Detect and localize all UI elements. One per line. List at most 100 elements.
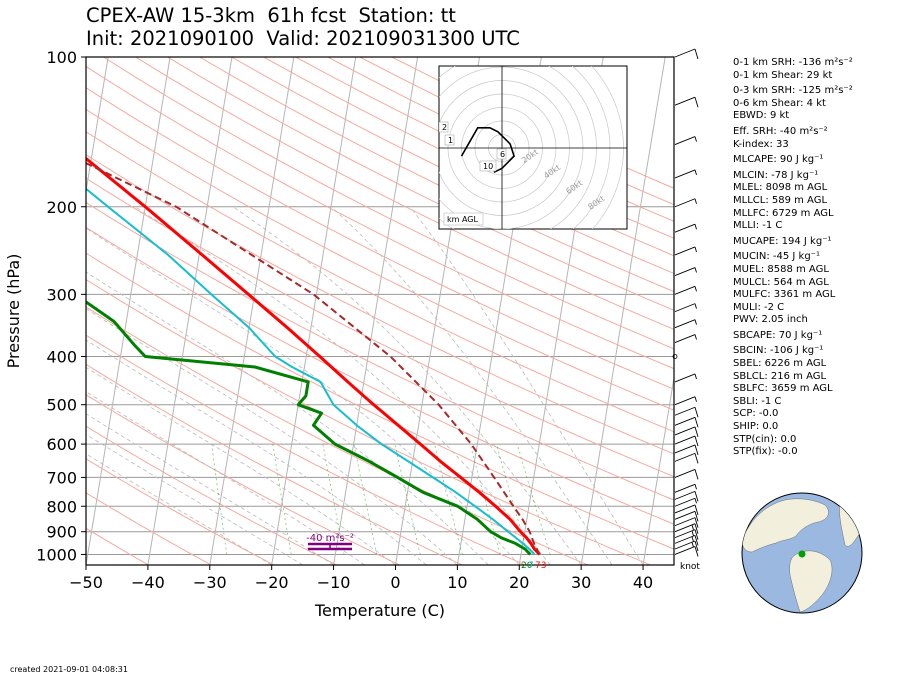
dry-adiabat (86, 252, 674, 550)
hodograph-label-box (444, 134, 455, 146)
x-tick-label: −50 (69, 573, 103, 592)
barb-half-flag (691, 524, 694, 531)
x-tick-label: −30 (193, 573, 227, 592)
param-line: STP(cin): 0.0 (733, 433, 797, 445)
param-line: K-index: 33 (733, 138, 789, 150)
x-tick-label: −40 (131, 573, 165, 592)
barb-half-flag (694, 169, 697, 176)
dry-adiabat (86, 65, 674, 370)
param-line: MULI: -2 C (733, 301, 785, 313)
surface-temperature-label: 73 (535, 561, 546, 571)
barb-staff (674, 497, 696, 507)
param-line: SCP: -0.0 (733, 408, 779, 420)
barb-staff (674, 169, 696, 179)
y-tick-label: 300 (46, 285, 77, 304)
wind-barb (674, 529, 699, 540)
km-agl-label: km AGL (447, 215, 479, 224)
wind-barb (674, 285, 697, 295)
globe-land (742, 498, 862, 613)
hodograph-label-text: 10 (483, 162, 493, 171)
param-line: 0-6 km Shear: 4 kt (733, 97, 826, 109)
param-line: Eff. SRH: -40 m²s⁻² (733, 125, 828, 137)
barb-half-flag (694, 224, 697, 230)
barb-staff (674, 504, 696, 514)
barb-staff (674, 136, 696, 146)
wind-barb (674, 48, 699, 60)
x-axis-label: Temperature (C) (314, 601, 445, 620)
barb-staff (674, 510, 696, 520)
mixing-ratio-line (394, 444, 421, 555)
moist-adiabat (409, 206, 644, 565)
calm-circle (672, 354, 678, 359)
wind-barb (674, 504, 699, 516)
param-line: SBLFC: 3659 m AGL (733, 383, 833, 395)
barb-full-flag (694, 469, 699, 480)
param-line: 0-3 km SRH: -125 m²s⁻² (733, 85, 853, 97)
moist-adiabat (86, 413, 334, 565)
wind-barb (674, 406, 699, 418)
mixing-ratio-line (211, 444, 228, 555)
barb-full-flag (694, 407, 699, 418)
wind-barb (674, 416, 699, 428)
globe-locator (741, 492, 863, 614)
mixing-ratio-line (516, 443, 551, 555)
wind-barb (674, 198, 697, 208)
wind-barb (674, 303, 697, 313)
wind-barb (674, 396, 697, 406)
wetbulb-profile-line (86, 187, 536, 556)
wind-barb (674, 136, 697, 146)
barb-staff (674, 396, 696, 406)
wind-barbs (672, 48, 699, 557)
barb-full-flag (694, 417, 699, 428)
wind-barb (674, 246, 697, 256)
plot-series (86, 156, 541, 556)
isotherm-line (209, 57, 295, 565)
isotherm-line (86, 57, 171, 565)
param-line: STP(fix): -0.0 (733, 446, 798, 458)
wind-barb (674, 490, 699, 502)
hodograph-label-text: 6 (500, 150, 505, 159)
param-line: 0-1 km Shear: 29 kt (733, 69, 833, 81)
x-tick-label: −10 (317, 573, 351, 592)
moist-adiabat (232, 206, 582, 565)
wind-barb (674, 468, 699, 480)
barb-half-flag (694, 319, 697, 325)
barb-full-flag (694, 444, 699, 456)
barb-full-flag (694, 97, 699, 108)
station-marker (798, 550, 806, 558)
y-tick-label: 500 (46, 396, 77, 415)
km-agl-box (443, 212, 484, 226)
y-tick-label: 200 (46, 198, 77, 217)
wind-barb (674, 540, 699, 552)
effective-srh-marker: -40 m²s⁻² (306, 533, 354, 551)
param-line: SBLCL: 216 m AGL (733, 370, 827, 382)
barb-staff (674, 334, 696, 343)
hodograph-label-box (479, 160, 497, 172)
barb-staff (674, 267, 696, 276)
x-tick-label: 10 (447, 573, 467, 592)
param-line: MLLI: -1 C (733, 220, 783, 232)
x-tick-label: 30 (571, 573, 591, 592)
dry-adiabat (86, 87, 674, 390)
param-line: SBCAPE: 70 J kg⁻¹ (733, 329, 823, 341)
dry-adiabat (86, 334, 526, 565)
barb-staff (674, 303, 696, 313)
barb-half-flag (694, 267, 697, 273)
wind-barb (674, 534, 699, 546)
barb-half-flag (694, 396, 697, 402)
barb-full-flag (694, 435, 699, 447)
y-tick-label: 700 (46, 468, 77, 487)
barb-half-flag (694, 198, 697, 204)
moist-adiabat (86, 227, 520, 565)
y-tick-label: 1000 (36, 545, 77, 564)
wind-barb (674, 334, 697, 343)
barb-full-flag (694, 523, 699, 534)
barb-staff (674, 426, 696, 436)
barb-full-flag (694, 546, 699, 557)
barb-staff (674, 546, 696, 555)
dry-adiabat (86, 131, 674, 433)
param-line: MUCIN: -45 J kg⁻¹ (733, 251, 820, 263)
